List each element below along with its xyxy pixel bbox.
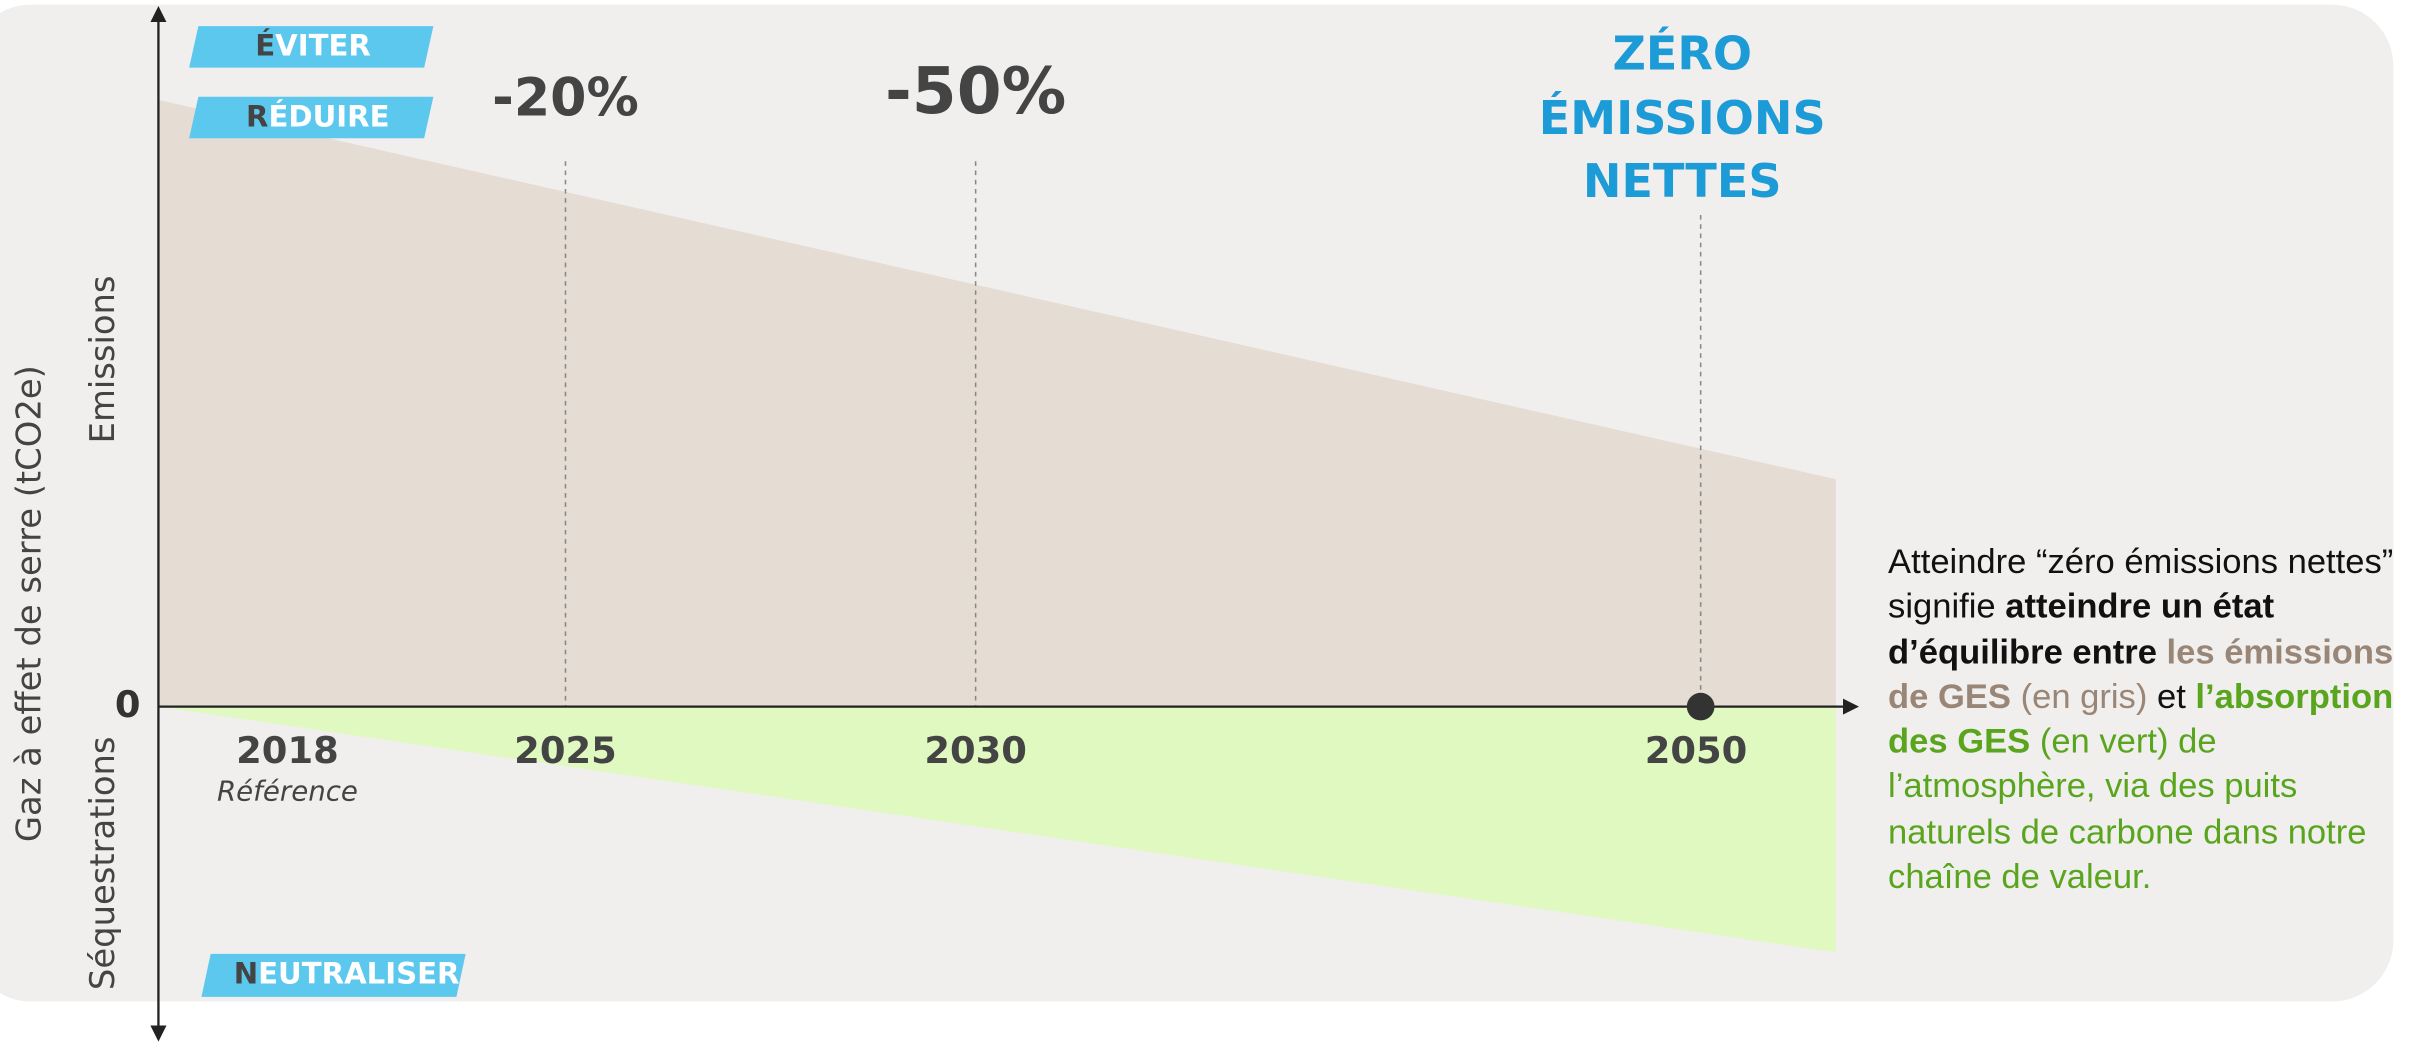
year-label: 2030 [924,729,1027,772]
badge-label: RÉDUIRE [246,99,390,133]
badge [201,953,466,997]
description-box: Atteindre “zéro émissions nettes” signif… [1888,539,2404,899]
target-label: -20% [492,68,639,128]
description-text: Atteindre “zéro émissions nettes” signif… [1888,542,2394,626]
badge [189,96,434,139]
y-axis-title: Gaz à effet de serre (tCO2e) [9,365,48,842]
emissions-area [158,99,1836,707]
upper-label: Emissions [83,275,122,443]
badge-initial: N [234,956,258,990]
target-label: -50% [885,54,1066,129]
badge-rest: ÉDUIRE [268,99,389,133]
description-text: atteindre un état d’équilibre entre [1888,587,2275,671]
year-label: 2050 [1645,729,1748,772]
description-text: (en vert) de l’atmosphère, via des puits… [1888,722,2367,896]
net-zero-label: ÉMISSIONS [1539,91,1826,145]
badge-label: NEUTRALISER [234,956,460,990]
reference-label: Référence [217,775,358,808]
lower-label: Séquestrations [83,736,122,990]
badge-initial: R [246,99,268,133]
description: Atteindre “zéro émissions nettes” signif… [1888,539,2404,899]
badge-label: ÉVITER [255,29,371,63]
description-text: (en gris) [2010,677,2148,716]
net-zero-point [1686,692,1715,721]
description-text: et [2147,677,2196,716]
net-zero-label: NETTES [1583,154,1782,208]
zero-label: 0 [115,683,141,726]
badge-initial: É [255,29,275,63]
year-label: 2018 [236,729,339,772]
badge-rest: VITER [275,29,371,63]
year-label: 2025 [514,729,617,772]
net-zero-label: ZÉRO [1612,26,1752,80]
badge [189,26,434,68]
sequestration-area [158,706,1836,953]
badge-rest: EUTRALISER [258,956,459,990]
description-text: l’absorption des GES [1888,677,2394,761]
description-text: les émissions de GES [1888,632,2394,716]
